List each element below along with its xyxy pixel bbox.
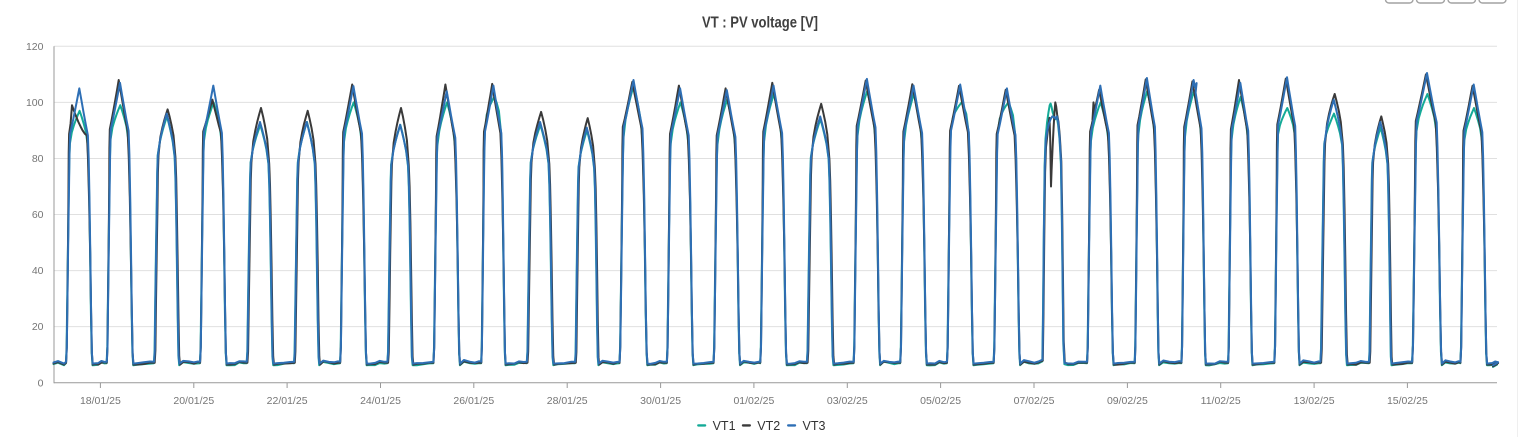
svg-text:0: 0 [38, 377, 44, 389]
svg-text:VT : PV voltage [V]: VT : PV voltage [V] [702, 15, 818, 32]
svg-text:40: 40 [32, 265, 44, 277]
svg-text:15/02/25: 15/02/25 [1387, 395, 1428, 407]
svg-text:26/01/25: 26/01/25 [453, 395, 494, 407]
svg-text:60: 60 [32, 209, 44, 221]
svg-text:01/02/25: 01/02/25 [733, 395, 774, 407]
svg-text:18/01/25: 18/01/25 [80, 395, 121, 407]
svg-text:07/02/25: 07/02/25 [1014, 395, 1055, 407]
svg-text:20/01/25: 20/01/25 [173, 395, 214, 407]
svg-text:100: 100 [26, 97, 44, 109]
svg-text:05/02/25: 05/02/25 [920, 395, 961, 407]
svg-text:24/01/25: 24/01/25 [360, 395, 401, 407]
svg-text:03/02/25: 03/02/25 [827, 395, 868, 407]
svg-text:VT1: VT1 [713, 419, 736, 433]
svg-text:28/01/25: 28/01/25 [547, 395, 588, 407]
svg-text:22/01/25: 22/01/25 [267, 395, 308, 407]
svg-text:80: 80 [32, 153, 44, 165]
svg-text:120: 120 [26, 41, 44, 53]
svg-text:30/01/25: 30/01/25 [640, 395, 681, 407]
svg-text:VT3: VT3 [803, 419, 826, 433]
svg-text:11/02/25: 11/02/25 [1201, 395, 1241, 407]
svg-text:09/02/25: 09/02/25 [1107, 395, 1148, 407]
svg-text:13/02/25: 13/02/25 [1294, 395, 1335, 407]
svg-text:VT2: VT2 [757, 419, 780, 433]
svg-text:20: 20 [32, 321, 44, 333]
